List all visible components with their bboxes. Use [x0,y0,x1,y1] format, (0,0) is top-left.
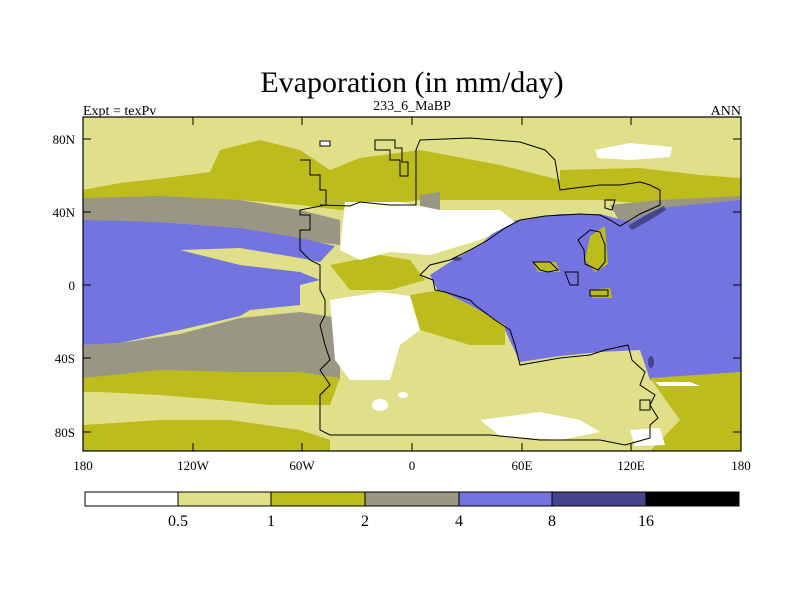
x-tick-label: 120W [177,458,210,473]
coastlines [299,137,661,446]
x-tick-label: 0 [409,458,416,473]
season-label: ANN [711,104,741,119]
colorbar-swatch [84,491,179,507]
colorbar-swatch [458,491,553,507]
colorbar-label: 1 [267,513,275,530]
colorbar [84,491,740,507]
colorbar-label: 8 [548,513,556,530]
y-axis [83,138,741,433]
colorbar-label: 4 [455,513,463,530]
plot-title: Evaporation (in mm/day) [260,66,563,99]
colorbar-swatch [364,491,460,507]
period-label: 233_6_MaBP [373,99,451,114]
y-tick-label: 80S [55,425,75,440]
colorbar-label: 0.5 [168,513,188,530]
y-tick-label: 40N [53,205,76,220]
colorbar-label: 16 [638,513,654,530]
x-tick-label: 120E [617,458,645,473]
x-tick-label: 60W [289,458,315,473]
colorbar-swatch [645,491,740,507]
colorbar-label: 2 [361,513,369,530]
y-tick-label: 40S [55,351,75,366]
colorbar-swatch [270,491,366,507]
y-tick-label: 80N [53,132,76,147]
x-tick-label: 180 [731,458,751,473]
x-tick-label: 60E [512,458,533,473]
expt-label: Expt = texPv [83,104,156,119]
colorbar-swatch [177,491,272,507]
y-tick-label: 0 [69,278,76,293]
x-tick-label: 180 [73,458,93,473]
map-field [83,117,741,451]
x-axis [82,117,742,451]
colorbar-swatch [551,491,647,507]
